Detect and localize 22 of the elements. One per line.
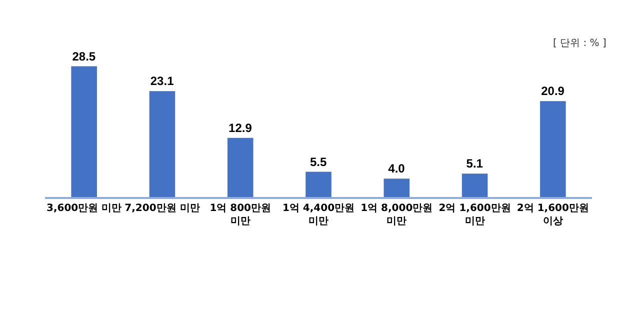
text: [ 단위 : % ] bbox=[553, 38, 606, 49]
data-label: 4.0 bbox=[388, 162, 406, 176]
x-tick-label: 2억 1,600만원 미만 bbox=[438, 203, 511, 227]
data-label: 5.1 bbox=[466, 156, 484, 171]
bar bbox=[149, 91, 176, 197]
x-tick-label: 1억 800만원 미만 bbox=[210, 203, 272, 227]
bar bbox=[306, 172, 332, 197]
bar bbox=[540, 101, 566, 197]
x-tick-label: 7,200만원 미만 bbox=[124, 203, 200, 214]
x-tick-label: 3,600만원 미만 bbox=[46, 203, 122, 214]
data-label: 12.9 bbox=[228, 120, 252, 135]
x-tick-label: 2억 1,600만원 이상 bbox=[516, 203, 589, 227]
bar bbox=[71, 66, 97, 197]
data-label: 28.5 bbox=[72, 49, 96, 64]
bar bbox=[462, 174, 488, 197]
x-tick-label: 1억 4,400만원 미만 bbox=[282, 203, 355, 227]
x-tick-label: 1억 8,000만원 미만 bbox=[360, 203, 433, 227]
data-label: 5.5 bbox=[310, 154, 328, 169]
bar bbox=[384, 178, 410, 197]
data-label: 23.1 bbox=[150, 74, 174, 88]
data-label: 20.9 bbox=[541, 84, 565, 98]
bar bbox=[227, 138, 254, 197]
